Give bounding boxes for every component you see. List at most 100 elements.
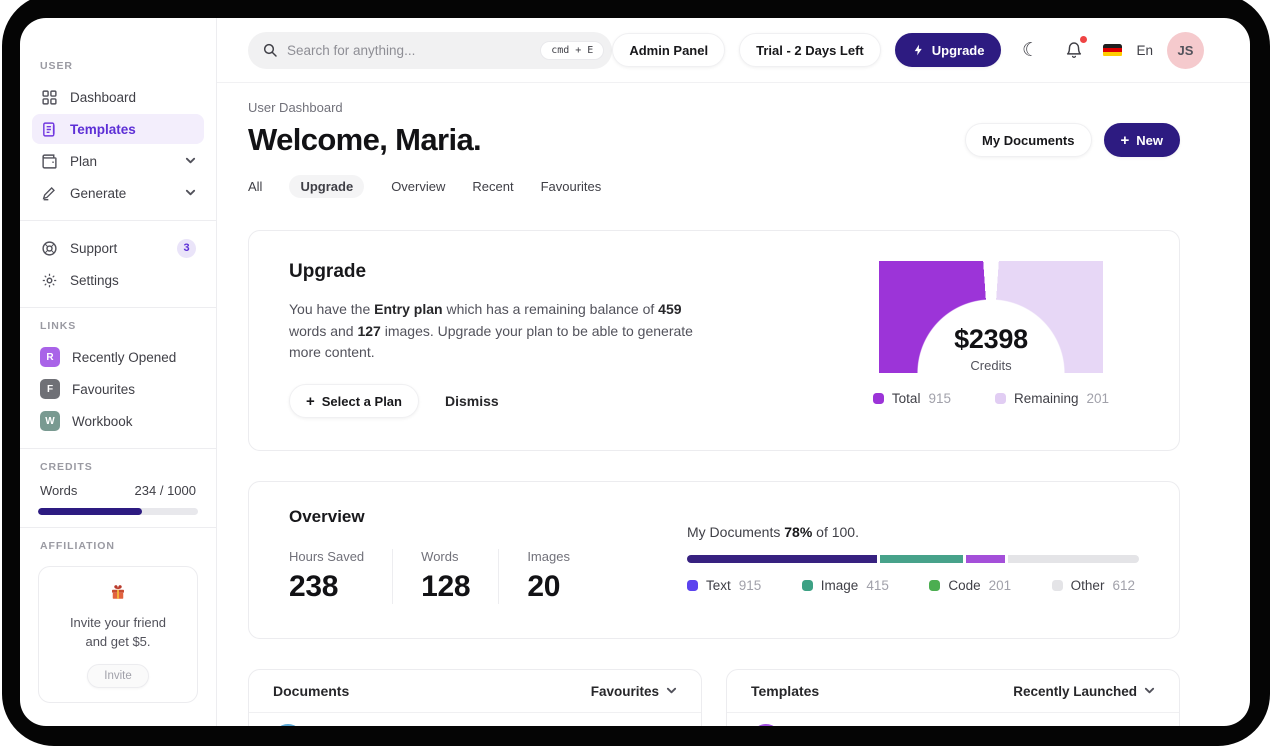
template-list-item[interactable]: Blog Post Title in Workbook [727, 713, 1179, 726]
templates-doc-icon [40, 120, 58, 138]
stat-divider [498, 549, 500, 605]
admin-panel-button[interactable]: Admin Panel [612, 33, 726, 67]
sidebar-section-credits: CREDITS [40, 461, 93, 473]
affiliation-card: Invite your friend and get $5. Invite [38, 566, 198, 703]
select-plan-button[interactable]: + Select a Plan [289, 384, 419, 419]
german-flag-icon[interactable] [1103, 43, 1123, 57]
template-avatar [751, 724, 781, 726]
tab-recent[interactable]: Recent [472, 179, 514, 194]
legend-other: Other 612 [1051, 578, 1135, 593]
document-avatar [273, 724, 303, 726]
sidebar-item-templates[interactable]: Templates [32, 114, 204, 144]
legend-swatch [1051, 580, 1063, 592]
link-initial-badge: F [40, 379, 60, 399]
templates-card: Templates Recently Launched Blog Post Ti… [726, 669, 1180, 726]
bell-icon [1067, 41, 1082, 58]
support-count-badge: 3 [177, 238, 196, 258]
credits-gauge-arc [879, 261, 1103, 373]
upgrade-card-body: You have the Entry plan which has a rema… [289, 301, 693, 361]
credits-gauge: $2398 Credits Total 915 [871, 261, 1111, 418]
sidebar-divider [20, 527, 216, 528]
dismiss-button[interactable]: Dismiss [444, 393, 499, 410]
overview-card: Overview Hours Saved 238 Words 128 [248, 481, 1180, 640]
notifications-button[interactable] [1059, 35, 1089, 65]
legend-text: Text 915 [687, 578, 761, 593]
gear-icon [40, 271, 58, 289]
tab-all[interactable]: All [248, 179, 263, 194]
legend-swatch [801, 580, 813, 592]
templates-filter-select[interactable]: Recently Launched [1013, 684, 1155, 699]
sidebar-section-user: USER [40, 60, 73, 72]
credits-caption: Credits [970, 358, 1012, 373]
upgrade-card-left: Upgrade You have the Entry plan which ha… [289, 261, 699, 419]
sidebar-item-plan[interactable]: Plan [32, 146, 204, 176]
sidebar-link-workbook[interactable]: W Workbook [32, 406, 204, 436]
sidebar-section-affiliation: AFFILIATION [40, 540, 115, 552]
chevron-down-icon [185, 186, 196, 201]
bar-segment-image [879, 555, 964, 564]
gauge-legend: Total 915 Remaining 201 [872, 391, 1109, 406]
sidebar-item-label: Dashboard [70, 89, 137, 105]
documents-filter-select[interactable]: Favourites [591, 684, 677, 699]
sidebar-item-label: Templates [70, 121, 136, 137]
lightning-bolt-icon [912, 43, 925, 57]
link-initial-badge: R [40, 347, 60, 367]
app-window: USER Dashboard Templates Plan [20, 18, 1250, 726]
chevron-down-icon [666, 684, 677, 699]
sidebar-link-recently-opened[interactable]: R Recently Opened [32, 342, 204, 372]
stat-images: Images 20 [527, 549, 570, 604]
search-input[interactable]: Search for anything... cmd + E [248, 31, 613, 69]
my-documents-button[interactable]: My Documents [965, 123, 1092, 157]
documents-card-title: Documents [273, 683, 350, 700]
overview-card-right: My Documents 78% of 100. Text 915 [687, 507, 1139, 610]
overview-legend: Text 915 Image 415 Code 20 [687, 578, 1139, 593]
upgrade-button[interactable]: Upgrade [894, 33, 1002, 67]
trial-badge-button[interactable]: Trial - 2 Days Left [739, 33, 881, 67]
legend-swatch [687, 580, 698, 592]
chevron-down-icon [185, 154, 196, 169]
legend-code: Code 201 [929, 578, 1011, 593]
stat-hours-saved: Hours Saved 238 [289, 549, 365, 604]
credits-words-label: Words [40, 483, 78, 498]
search-icon [262, 42, 278, 58]
sidebar-item-label: Settings [70, 272, 119, 288]
sidebar-item-support[interactable]: Support 3 [32, 233, 204, 263]
user-avatar[interactable]: JS [1167, 31, 1204, 69]
breadcrumb: User Dashboard [248, 100, 343, 115]
documents-card: Documents Favourites Untitled Document i… [248, 669, 702, 726]
sidebar-divider [20, 448, 216, 449]
main-area: Search for anything... cmd + E Admin Pan… [217, 18, 1250, 726]
sidebar-item-generate[interactable]: Generate [32, 178, 204, 208]
life-buoy-icon [40, 239, 58, 257]
document-list-item[interactable]: Untitled Document in Workbook [249, 713, 701, 726]
plus-icon: + [306, 392, 315, 410]
tab-favourites[interactable]: Favourites [540, 179, 602, 194]
sidebar-item-label: Support [70, 240, 118, 256]
tab-upgrade[interactable]: Upgrade [289, 175, 365, 198]
bar-segment-text [687, 555, 877, 564]
page-title: Welcome, Maria. [248, 122, 482, 157]
documents-progress-text: My Documents 78% of 100. [687, 524, 859, 541]
plus-icon: + [1120, 131, 1130, 149]
sidebar-item-dashboard[interactable]: Dashboard [32, 82, 204, 112]
credits-amount: $2398 [954, 324, 1028, 354]
sidebar-link-favourites[interactable]: F Favourites [32, 374, 204, 404]
dark-mode-toggle[interactable]: ☾ [1015, 35, 1045, 65]
sidebar-item-settings[interactable]: Settings [32, 265, 204, 295]
documents-stacked-bar [687, 555, 1139, 564]
legend-remaining: Remaining 201 [994, 391, 1109, 406]
wallet-icon [40, 152, 58, 170]
affiliation-text: Invite your friend and get $5. [69, 615, 167, 649]
invite-button[interactable]: Invite [87, 663, 149, 688]
tab-overview[interactable]: Overview [391, 179, 446, 194]
language-label[interactable]: En [1136, 42, 1153, 58]
dashboard-grid-icon [40, 88, 58, 106]
legend-total: Total 915 [872, 391, 951, 406]
content-area: User Dashboard Welcome, Maria. My Docume… [217, 83, 1250, 726]
new-button[interactable]: + New [1103, 123, 1180, 157]
stat-divider [392, 549, 394, 605]
overview-card-title: Overview [289, 507, 365, 527]
legend-image: Image 415 [801, 578, 889, 593]
sidebar-item-label: Plan [70, 153, 98, 169]
